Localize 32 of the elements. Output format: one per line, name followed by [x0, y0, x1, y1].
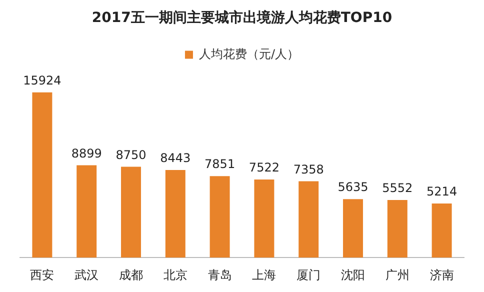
- x-tick-label: 厦门: [296, 268, 321, 282]
- data-label: 15924: [23, 73, 62, 88]
- bar: [343, 199, 363, 258]
- data-label: 5552: [382, 181, 413, 196]
- legend-label: 人均花费（元/人）: [198, 46, 300, 61]
- x-tick-label: 成都: [119, 268, 143, 282]
- x-tick-label: 沈阳: [341, 268, 365, 282]
- chart-title: 2017五一期间主要城市出境游人均花费TOP10: [92, 9, 392, 26]
- x-tick-label: 济南: [430, 268, 454, 282]
- bar: [298, 181, 319, 258]
- x-tick-label: 青岛: [208, 268, 232, 282]
- data-label: 8899: [71, 146, 102, 160]
- x-tick-label: 西安: [30, 268, 54, 282]
- x-tick-label: 广州: [385, 268, 410, 282]
- data-label: 5214: [426, 184, 458, 199]
- data-label: 5635: [338, 180, 368, 194]
- bar: [32, 92, 52, 258]
- data-label: 7522: [248, 160, 280, 175]
- bar: [254, 180, 274, 258]
- x-tick-label: 武汉: [74, 268, 99, 282]
- bar: [210, 176, 230, 258]
- x-tick-label: 北京: [163, 268, 188, 282]
- data-label: 7358: [293, 162, 324, 176]
- data-label: 7851: [204, 157, 236, 172]
- bar: [165, 170, 186, 258]
- bar: [387, 200, 408, 258]
- bar: [121, 166, 141, 258]
- bar: [432, 203, 452, 258]
- x-tick-label: 上海: [252, 268, 276, 282]
- bar: [76, 165, 97, 258]
- data-label: 8443: [160, 151, 191, 166]
- data-label: 8750: [116, 148, 146, 162]
